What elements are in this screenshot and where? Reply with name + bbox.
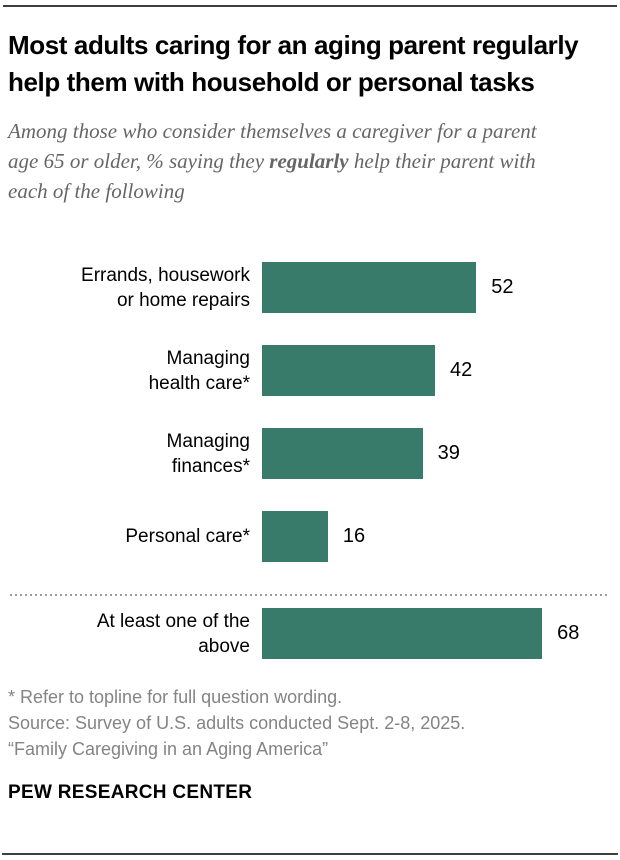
- bar-zone: 42: [262, 345, 612, 396]
- value-label: 39: [437, 442, 460, 464]
- chart-row-finances: Managing finances* 39: [8, 428, 612, 479]
- bar-zone: 52: [262, 262, 612, 313]
- bar-finances: [262, 428, 423, 479]
- subtitle-part1: Among those who consider themselves a ca…: [8, 119, 537, 173]
- bar-health-care: [262, 345, 436, 396]
- content: Most adults caring for an aging parent r…: [8, 30, 612, 803]
- source-line: Source: Survey of U.S. adults conducted …: [8, 713, 466, 733]
- pew-research-center-wordmark: PEW RESEARCH CENTER: [8, 782, 253, 803]
- category-label: Managing finances*: [166, 430, 250, 477]
- bar-at-least-one: [262, 608, 543, 659]
- category-label: Managing health care*: [148, 347, 250, 394]
- category-label: Personal care*: [125, 526, 250, 547]
- category-label: At least one of the above: [96, 610, 250, 657]
- footer-notes: * Refer to topline for full question wor…: [8, 684, 612, 762]
- chart-subtitle: Among those who consider themselves a ca…: [8, 116, 553, 206]
- value-label: 16: [342, 525, 366, 547]
- report-title: “Family Caregiving in an Aging America”: [8, 739, 329, 759]
- footnote: * Refer to topline for full question wor…: [8, 687, 343, 707]
- bar-zone: 39: [262, 428, 612, 479]
- bar-zone: 16: [262, 511, 612, 562]
- subtitle-part2: help their parent with each of the follo…: [8, 149, 536, 203]
- bar-chart: Errands, housework or home repairs 52 Ma…: [8, 262, 612, 659]
- chart-row-personal-care: Personal care* 16: [8, 511, 612, 562]
- chart-row-health-care: Managing health care* 42: [8, 345, 612, 396]
- chart-row-errands: Errands, housework or home repairs 52: [8, 262, 612, 313]
- value-label: 52: [491, 276, 514, 298]
- subtitle-emphasis: regularly: [269, 149, 349, 173]
- value-label: 42: [450, 359, 473, 381]
- dotted-divider: [10, 594, 610, 596]
- bar-zone: 68: [262, 608, 612, 659]
- top-rule: [3, 5, 617, 7]
- bottom-rule: [2, 853, 618, 855]
- value-label: 68: [557, 622, 580, 644]
- bar-personal-care: [262, 511, 328, 562]
- category-label: Errands, housework or home repairs: [81, 264, 250, 311]
- chart-row-at-least-one: At least one of the above 68: [8, 608, 612, 659]
- chart-title: Most adults caring for an aging parent r…: [8, 30, 579, 97]
- bar-errands: [262, 262, 477, 313]
